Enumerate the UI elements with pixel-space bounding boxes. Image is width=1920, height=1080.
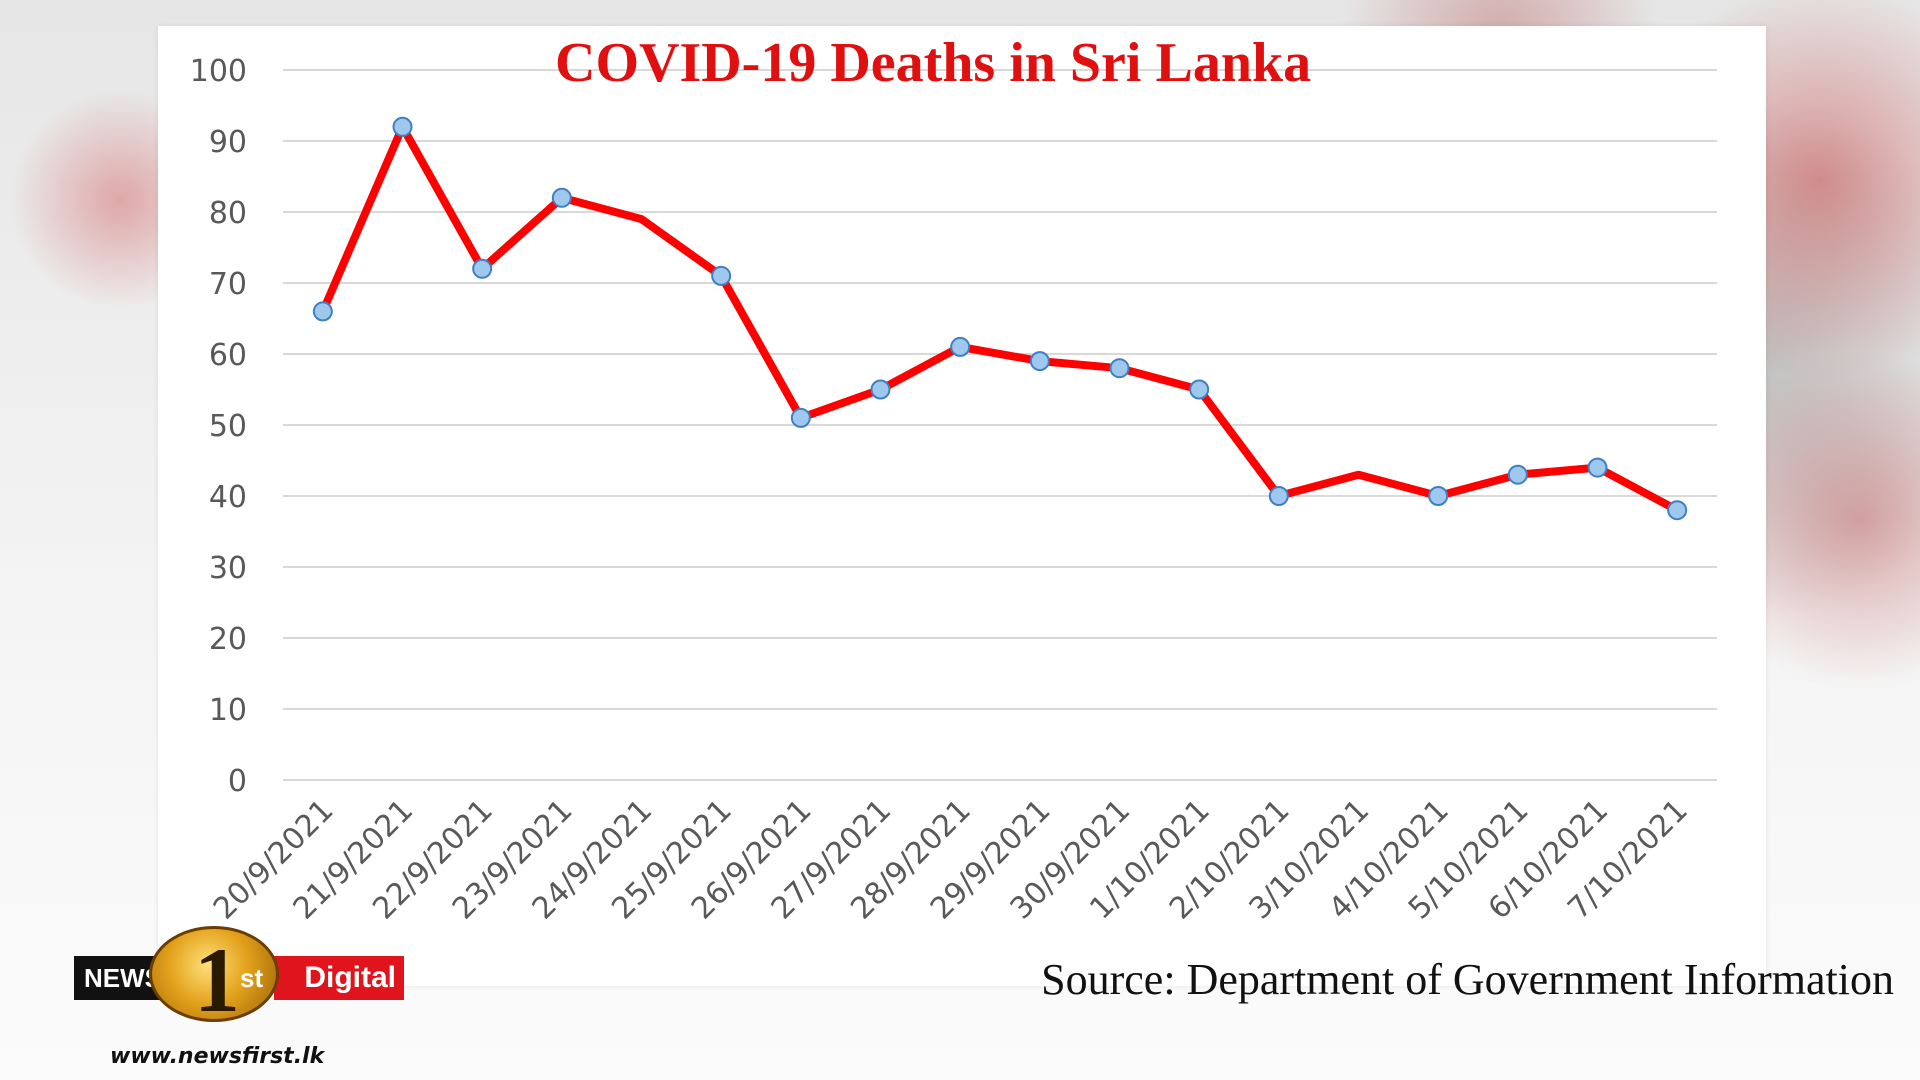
x-axis-ticks: 20/9/202121/9/202122/9/202123/9/202124/9… — [207, 793, 1695, 927]
chart-title: COVID-19 Deaths in Sri Lanka — [555, 32, 1312, 94]
logo-one-medallion: 1 — [149, 926, 279, 1031]
y-tick-label: 20 — [209, 622, 247, 657]
y-tick-label: 60 — [209, 338, 247, 373]
data-point-16 — [1587, 457, 1608, 478]
y-tick-label: 50 — [209, 409, 247, 444]
logo-one-digit: 1 — [194, 929, 240, 1031]
data-point-9 — [1029, 351, 1050, 372]
source-caption: Source: Department of Government Informa… — [1041, 955, 1894, 1004]
data-point-1 — [392, 116, 413, 137]
data-point-15 — [1507, 464, 1528, 485]
deaths-line — [318, 122, 1682, 515]
data-point-11 — [1189, 379, 1210, 400]
data-point-6 — [790, 407, 811, 428]
data-point-2 — [472, 258, 493, 279]
data-point-3 — [551, 187, 572, 208]
data-point-10 — [1109, 358, 1130, 379]
y-axis-ticks: 0 10 20 30 40 50 60 70 80 90 100 — [190, 54, 247, 799]
y-tick-label: 70 — [209, 267, 247, 302]
y-tick-label: 90 — [209, 125, 247, 160]
gridlines — [283, 69, 1717, 781]
data-point-0 — [312, 301, 333, 322]
newsfirst-digital-logo[interactable]: NEWS Digital 1 st — [74, 926, 414, 1031]
logo-st-text: st — [240, 963, 264, 993]
y-tick-label: 100 — [190, 54, 247, 89]
data-point-12 — [1268, 486, 1289, 506]
y-tick-label: 80 — [209, 196, 247, 231]
series-points — [312, 116, 1688, 521]
website-url[interactable]: www.newsfirst.lk — [110, 1044, 325, 1069]
chart-panel — [158, 26, 1766, 986]
series-line — [318, 122, 1682, 515]
logo-digital-text: Digital — [274, 956, 404, 1000]
y-tick-label: 40 — [209, 480, 247, 515]
y-tick-label: 0 — [228, 764, 247, 799]
data-point-14 — [1428, 486, 1449, 506]
data-point-8 — [950, 336, 971, 357]
y-tick-label: 10 — [209, 693, 247, 728]
data-point-7 — [870, 379, 891, 400]
data-point-17 — [1667, 500, 1688, 521]
y-tick-label: 30 — [209, 551, 247, 586]
data-point-5 — [711, 265, 732, 286]
